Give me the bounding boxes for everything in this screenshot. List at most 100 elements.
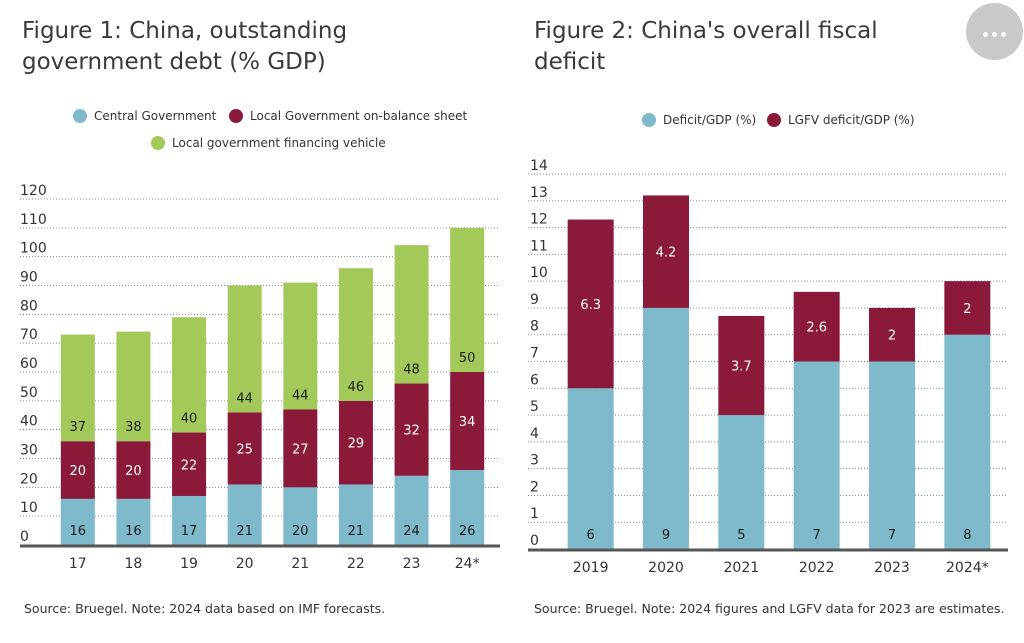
data-label: 2 bbox=[963, 302, 971, 317]
more-options-button[interactable] bbox=[966, 3, 1023, 60]
data-label: 44 bbox=[236, 391, 253, 406]
bar-central-government bbox=[394, 475, 429, 545]
data-label: 40 bbox=[181, 412, 198, 427]
bar-local-government-on-balance-sheet bbox=[450, 372, 485, 471]
bar-central-government bbox=[450, 470, 485, 545]
data-label: 16 bbox=[70, 524, 87, 539]
y-tick-label: 80 bbox=[20, 298, 38, 314]
bar-central-government bbox=[116, 498, 151, 545]
bar-local-government-on-balance-sheet bbox=[172, 432, 207, 496]
bar-central-government bbox=[227, 484, 262, 545]
legend-label: Central Government bbox=[94, 109, 217, 123]
y-tick-label: 90 bbox=[20, 270, 38, 286]
x-tick-label: 20 bbox=[236, 556, 254, 572]
y-tick-label: 0 bbox=[20, 529, 29, 545]
data-label: 37 bbox=[70, 420, 87, 435]
x-tick-label: 24* bbox=[455, 556, 480, 572]
y-tick-label: 4 bbox=[530, 426, 539, 442]
data-label: 21 bbox=[348, 524, 365, 539]
y-tick-label: 40 bbox=[20, 414, 38, 430]
data-label: 8 bbox=[963, 528, 971, 543]
x-tick-label: 2022 bbox=[799, 560, 835, 576]
y-tick-label: 7 bbox=[530, 346, 539, 362]
data-label: 38 bbox=[125, 420, 142, 435]
y-tick-label: 12 bbox=[530, 212, 548, 228]
figure1-title: Figure 1: China, outstanding government … bbox=[22, 18, 348, 75]
bar-lgfv-deficit-gdp- bbox=[869, 307, 915, 362]
data-label: 6 bbox=[587, 528, 595, 543]
bar-deficit-gdp- bbox=[869, 361, 915, 549]
bar-lgfv-deficit-gdp- bbox=[944, 281, 991, 335]
y-tick-label: 110 bbox=[20, 212, 47, 228]
figure1-source: Source: Bruegel. Note: 2024 data based o… bbox=[24, 601, 386, 616]
legend-swatch bbox=[767, 113, 781, 127]
data-label: 25 bbox=[236, 442, 253, 457]
bar-local-government-financing-vehicle bbox=[283, 282, 318, 410]
y-tick-label: 1 bbox=[530, 506, 539, 522]
x-tick-label: 2023 bbox=[874, 560, 910, 576]
bar-lgfv-deficit-gdp- bbox=[793, 291, 840, 362]
y-tick-label: 13 bbox=[530, 185, 548, 201]
data-label: 3.7 bbox=[731, 360, 752, 375]
data-label: 20 bbox=[70, 464, 87, 479]
bar-central-government bbox=[172, 495, 207, 545]
data-label: 44 bbox=[292, 388, 309, 403]
data-label: 32 bbox=[403, 424, 420, 439]
data-label: 16 bbox=[125, 524, 142, 539]
y-tick-label: 8 bbox=[530, 319, 539, 335]
bar-local-government-financing-vehicle bbox=[394, 245, 429, 384]
data-label: 46 bbox=[348, 380, 365, 395]
data-label: 17 bbox=[181, 524, 198, 539]
bar-deficit-gdp- bbox=[944, 334, 991, 549]
data-label: 22 bbox=[181, 458, 198, 473]
more-horizontal-icon bbox=[981, 22, 1008, 41]
x-tick-label: 19 bbox=[180, 556, 198, 572]
y-tick-label: 9 bbox=[530, 292, 539, 308]
figure2-title: Figure 2: China's overall fiscal deficit bbox=[534, 18, 878, 75]
y-tick-label: 70 bbox=[20, 327, 38, 343]
legend-swatch bbox=[229, 109, 243, 123]
bar-local-government-financing-vehicle bbox=[60, 334, 95, 442]
bar-local-government-on-balance-sheet bbox=[60, 441, 95, 499]
bar-central-government bbox=[283, 487, 318, 545]
data-label: 20 bbox=[125, 464, 142, 479]
figure2-source: Source: Bruegel. Note: 2024 figures and … bbox=[534, 601, 1005, 616]
y-tick-label: 14 bbox=[530, 158, 548, 174]
y-tick-label: 120 bbox=[20, 183, 47, 199]
bar-deficit-gdp- bbox=[718, 415, 765, 549]
bar-local-government-financing-vehicle bbox=[227, 285, 262, 413]
data-label: 21 bbox=[236, 524, 253, 539]
y-tick-label: 11 bbox=[530, 238, 548, 254]
x-tick-label: 18 bbox=[125, 556, 143, 572]
y-tick-label: 30 bbox=[20, 443, 38, 459]
x-tick-label: 2019 bbox=[573, 560, 609, 576]
bar-deficit-gdp- bbox=[567, 388, 614, 549]
x-tick-label: 21 bbox=[291, 556, 309, 572]
bar-local-government-on-balance-sheet bbox=[116, 441, 151, 499]
data-label: 29 bbox=[348, 437, 365, 452]
bar-local-government-financing-vehicle bbox=[172, 317, 207, 433]
bar-central-government bbox=[60, 498, 95, 545]
data-label: 5 bbox=[737, 528, 745, 543]
bar-central-government bbox=[338, 484, 373, 545]
x-tick-label: 2020 bbox=[648, 560, 684, 576]
legend-label: Local government financing vehicle bbox=[172, 136, 386, 150]
bar-local-government-financing-vehicle bbox=[450, 227, 485, 372]
y-tick-label: 2 bbox=[530, 479, 539, 495]
figure2-chart: 0123456789101112131466.3201994.2202053.7… bbox=[528, 113, 1008, 576]
bar-deficit-gdp- bbox=[643, 307, 689, 549]
data-label: 7 bbox=[813, 528, 821, 543]
bar-local-government-on-balance-sheet bbox=[227, 412, 262, 485]
y-tick-label: 0 bbox=[530, 533, 539, 549]
legend-label: Deficit/GDP (%) bbox=[663, 113, 756, 127]
data-label: 20 bbox=[292, 524, 309, 539]
bar-local-government-on-balance-sheet bbox=[338, 400, 373, 485]
bar-lgfv-deficit-gdp- bbox=[718, 315, 765, 416]
y-tick-label: 50 bbox=[20, 385, 38, 401]
legend-label: LGFV deficit/GDP (%) bbox=[788, 113, 915, 127]
y-tick-label: 6 bbox=[530, 372, 539, 388]
bar-local-government-financing-vehicle bbox=[116, 331, 151, 442]
x-tick-label: 2024* bbox=[946, 560, 989, 576]
data-label: 34 bbox=[459, 415, 476, 430]
bar-local-government-on-balance-sheet bbox=[394, 383, 429, 476]
